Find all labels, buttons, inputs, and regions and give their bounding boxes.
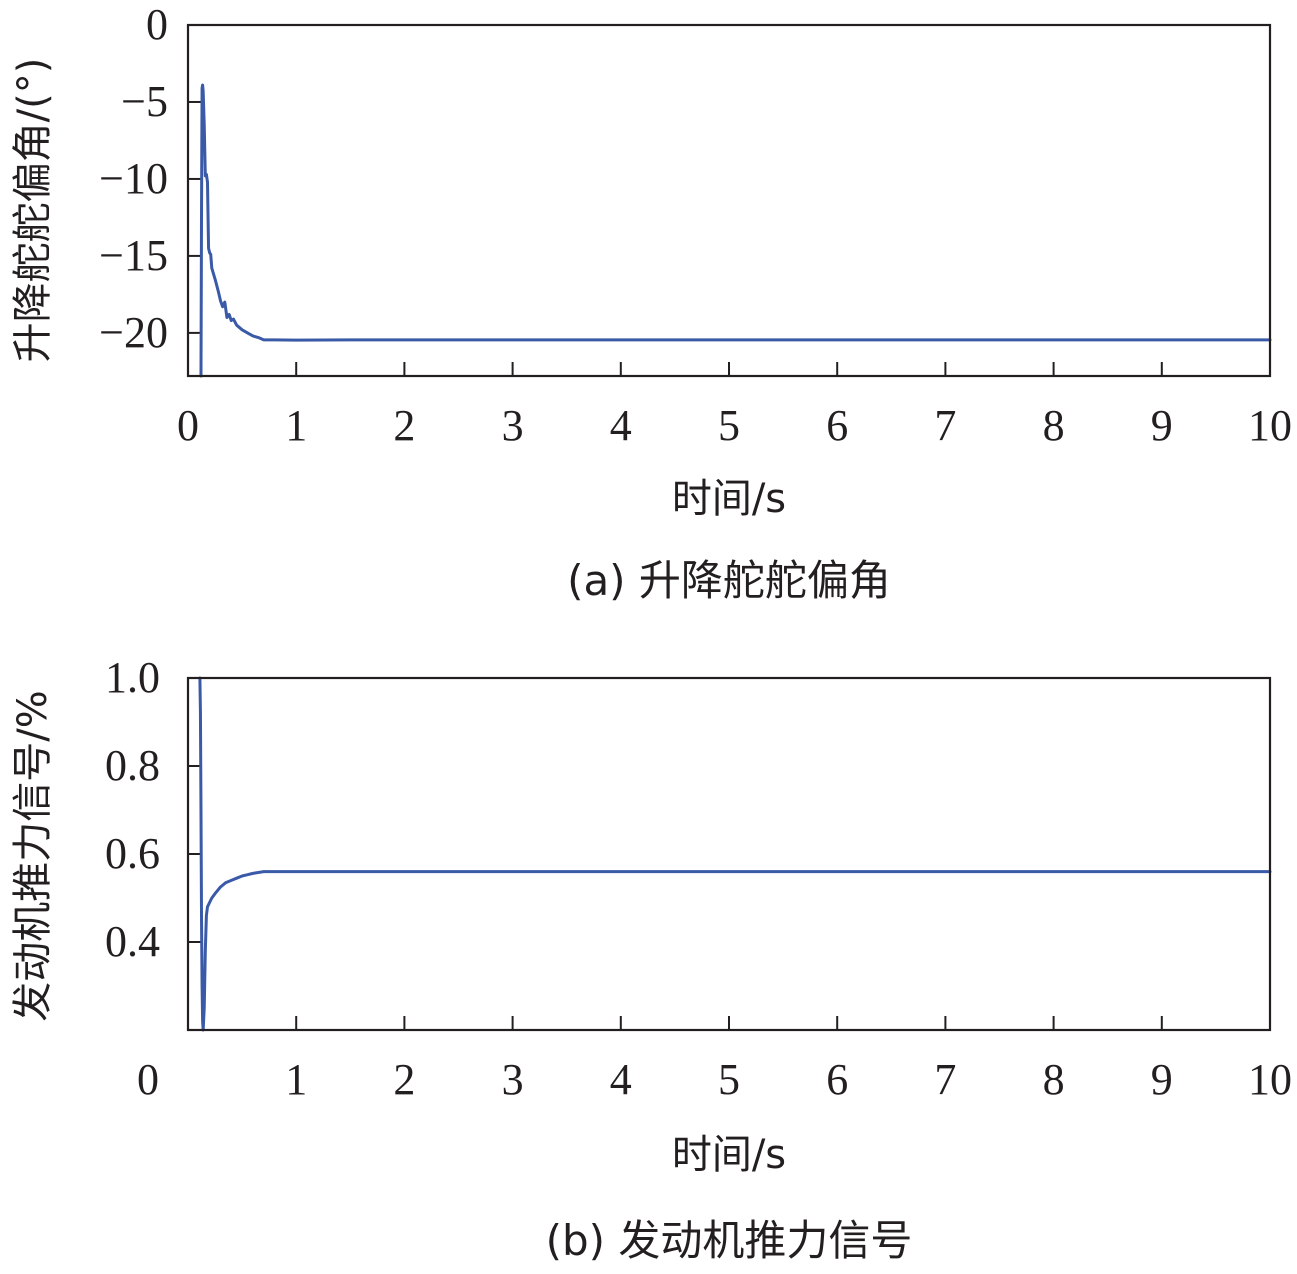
chart-a-ytick-label: 0	[146, 0, 168, 49]
chart-a-ytick-label: −10	[99, 154, 168, 203]
chart-b-xtick-label: 3	[502, 1055, 524, 1104]
chart-b-xtick-label: 10	[1248, 1055, 1292, 1104]
chart-a: 升降舵舵偏角/(°) 0 −5 −10 −15 −20 0 1 2 3 4 5 6 7 8 9 10 时间/…	[10, 0, 1292, 605]
chart-a-xtick-label: 9	[1151, 401, 1173, 450]
chart-a-xtick-label: 10	[1248, 401, 1292, 450]
chart-a-ytick-label: −15	[99, 231, 168, 280]
chart-a-xtick-label: 3	[502, 401, 524, 450]
chart-a-ylabel: 升降舵舵偏角/(°)	[10, 58, 56, 363]
chart-b-xtick-label: 1	[285, 1055, 307, 1104]
chart-a-xtick-label: 8	[1043, 401, 1065, 450]
chart-b-xtick-label: 6	[826, 1055, 848, 1104]
chart-b-series-line	[198, 676, 1272, 1032]
chart-a-xtick-label: 4	[610, 401, 632, 450]
chart-a-caption: (a) 升降舵舵偏角	[567, 556, 891, 605]
chart-a-xtick-label: 2	[393, 401, 415, 450]
chart-a-series-line	[199, 83, 1272, 378]
chart-b-xlabel: 时间/s	[672, 1132, 786, 1178]
chart-b-xtick-label: 2	[393, 1055, 415, 1104]
chart-b: 发动机推力信号/% 1.0 0.8 0.6 0.4 0 1 2 3 4 5 6 7 8 9 10 时间/s…	[10, 653, 1292, 1265]
chart-b-xtick-label: 9	[1151, 1055, 1173, 1104]
chart-a-xtick-label: 6	[826, 401, 848, 450]
chart-a-plot-frame	[186, 23, 1272, 378]
chart-b-ytick-label: 0.4	[105, 917, 160, 966]
chart-a-ytick-label: −5	[121, 77, 168, 126]
chart-b-caption: (b) 发动机推力信号	[546, 1216, 913, 1265]
chart-a-xtick-label: 7	[934, 401, 956, 450]
chart-a-xlabel: 时间/s	[672, 476, 786, 522]
chart-b-plot-frame	[186, 676, 1272, 1032]
chart-a-xtick-label: 0	[177, 401, 199, 450]
chart-b-xtick-label: 8	[1043, 1055, 1065, 1104]
chart-b-ytick-label: 1.0	[105, 653, 160, 702]
chart-a-ytick-label: −20	[99, 308, 168, 357]
chart-b-ylabel: 发动机推力信号/%	[10, 690, 56, 1021]
chart-a-xtick-label: 1	[285, 401, 307, 450]
chart-b-xtick-label: 0	[137, 1055, 159, 1104]
chart-b-xtick-label: 7	[934, 1055, 956, 1104]
chart-b-xtick-label: 5	[718, 1055, 740, 1104]
chart-b-xtick-label: 4	[610, 1055, 632, 1104]
chart-b-ytick-label: 0.6	[105, 829, 160, 878]
chart-a-xtick-label: 5	[718, 401, 740, 450]
chart-b-ytick-label: 0.8	[105, 741, 160, 790]
